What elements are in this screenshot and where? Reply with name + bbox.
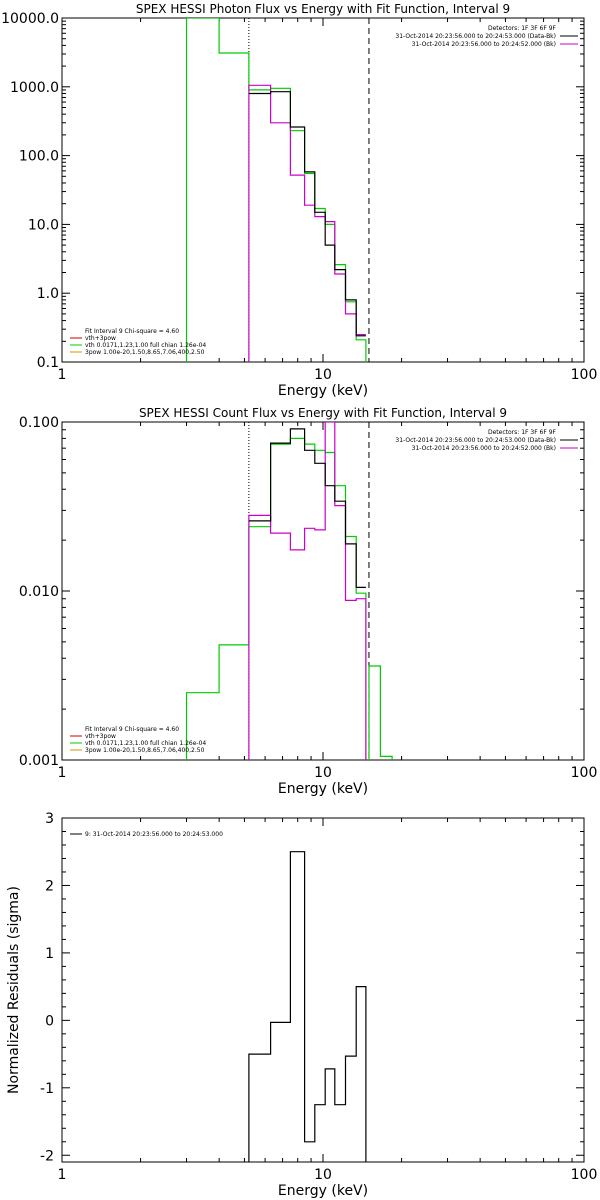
legend-entry: 9: 31-Oct-2014 20:23:56.000 to 20:24:53.… <box>85 831 223 838</box>
plot-frame <box>61 17 585 363</box>
y-tick-label: 0.1 <box>37 355 59 371</box>
y-tick-label: 0.010 <box>19 584 59 600</box>
y-tick-label: 10000.0 <box>1 11 59 27</box>
legend-entry: vth 0.0171,1.23,1.00 full chian 1.26e-04 <box>85 740 206 747</box>
chart-title: SPEX HESSI Count Flux vs Energy with Fit… <box>139 406 507 420</box>
y-tick-label: 10.0 <box>28 217 59 233</box>
legend-entry: vth 0.0171,1.23,1.00 full chian 1.26e-04 <box>85 342 206 349</box>
x-tick-label: 1 <box>58 1167 67 1183</box>
legend-entry: Fit Interval 9 Chi-square = 4.60 <box>85 328 179 335</box>
y-tick-label: -1 <box>40 1081 54 1097</box>
x-axis-label: Energy (keV) <box>278 383 368 399</box>
legend-entry: 3pow 1.00e-20,1.50,8.65,7.06,400,2.50 <box>85 747 205 754</box>
legend-entry: 31-Oct-2014 20:23:56.000 to 20:24:53.000… <box>395 437 556 444</box>
y-tick-label: 0.001 <box>19 753 59 769</box>
x-axis-label: Energy (keV) <box>278 1183 368 1199</box>
x-tick-label: 100 <box>571 367 598 383</box>
legend-entry: Detectors: 1F 3F 6F 9F <box>488 25 557 32</box>
legend-entry: vth+3pow <box>85 733 116 740</box>
series-line-3 <box>248 428 366 589</box>
legend-entry: Fit Interval 9 Chi-square = 4.60 <box>85 726 179 733</box>
legend-entry: 3pow 1.00e-20,1.50,8.65,7.06,400,2.50 <box>85 349 205 356</box>
plot-frame <box>61 421 585 761</box>
x-tick-label: 10 <box>314 367 332 383</box>
legend-entry: 31-Oct-2014 20:23:56.000 to 20:24:52.000… <box>412 41 556 48</box>
legend-entry: vth+3pow <box>85 335 116 342</box>
plot-frame <box>61 817 585 1163</box>
y-tick-label: 3 <box>45 811 54 827</box>
series-line-1 <box>248 851 367 1162</box>
legend-entry: 31-Oct-2014 20:23:56.000 to 20:24:52.000… <box>412 445 556 452</box>
y-tick-label: 1000.0 <box>10 80 59 96</box>
y-tick-label: 2 <box>45 878 54 894</box>
chart-title: SPEX HESSI Photon Flux vs Energy with Fi… <box>136 2 510 16</box>
y-axis-label: Normalized Residuals (sigma) <box>6 886 22 1094</box>
chart-panel-3: 1 10 100 Energy (keV) -2 -1 0 1 2 3 Normalized Res… <box>6 811 597 1199</box>
series-line-1 <box>185 437 393 760</box>
x-axis-label: Energy (keV) <box>278 781 368 797</box>
x-tick-label: 10 <box>314 1167 332 1183</box>
y-tick-label: 0 <box>45 1013 54 1029</box>
y-tick-label: 1 <box>45 946 54 962</box>
y-tick-label: -2 <box>40 1148 54 1164</box>
chart-panel-2: SPEX HESSI Count Flux vs Energy with Fit… <box>19 406 597 797</box>
x-tick-label: 1 <box>58 765 67 781</box>
x-tick-label: 100 <box>571 1167 598 1183</box>
x-tick-label: 1 <box>58 367 67 383</box>
x-tick-label: 100 <box>571 765 598 781</box>
y-tick-label: 0.100 <box>19 415 59 431</box>
legend-entry: Detectors: 1F 3F 6F 9F <box>488 429 557 436</box>
legend-entry: 31-Oct-2014 20:23:56.000 to 20:24:53.000… <box>395 33 556 40</box>
chart-panel-1: SPEX HESSI Photon Flux vs Energy with Fi… <box>1 2 597 399</box>
y-tick-label: 100.0 <box>19 149 59 165</box>
y-tick-label: 1.0 <box>37 286 59 302</box>
series-line-2 <box>248 422 367 760</box>
series-line-3 <box>248 91 366 337</box>
series-line-2 <box>248 84 366 362</box>
x-tick-label: 10 <box>314 765 332 781</box>
series-line-1 <box>185 18 367 362</box>
